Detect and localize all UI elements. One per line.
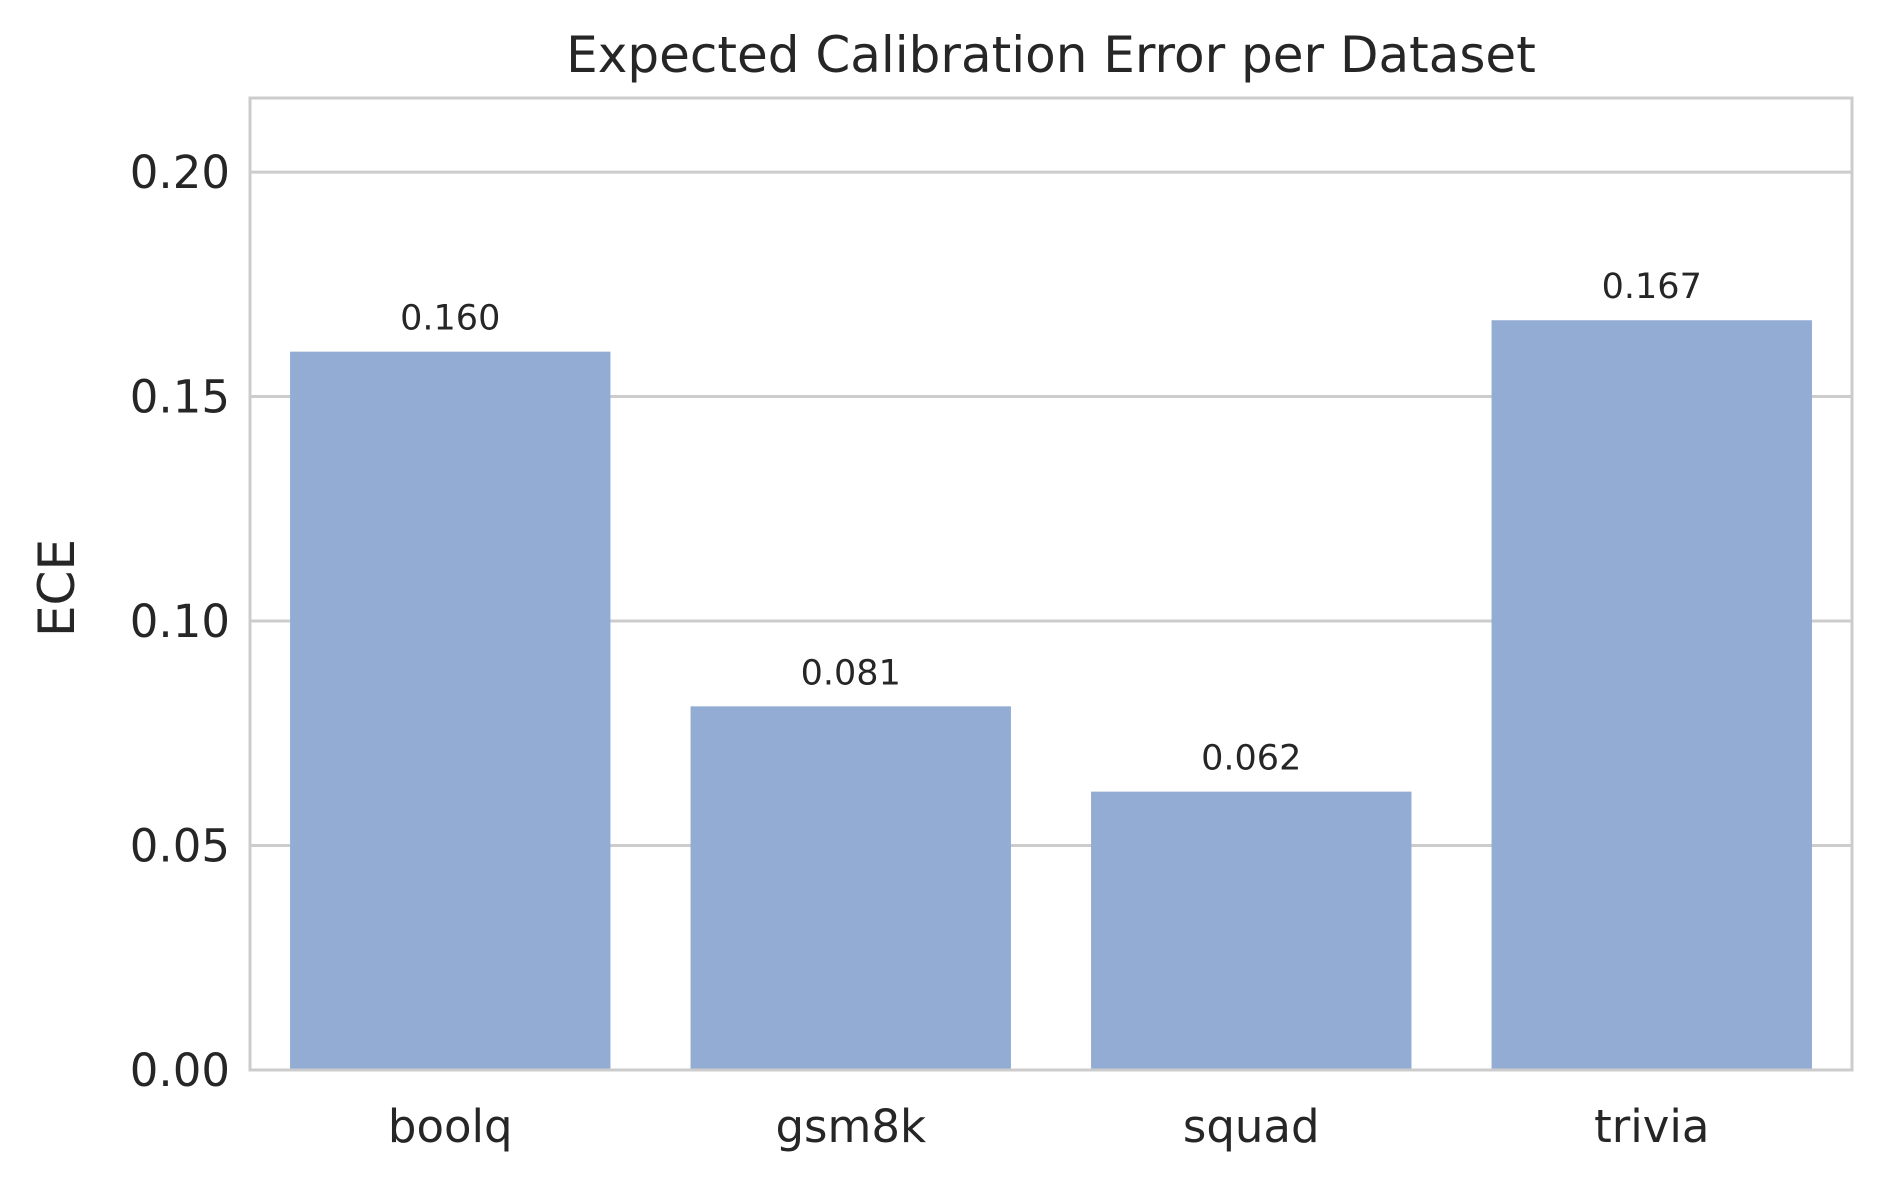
y-axis-ticks: 0.00 0.05 0.10 0.15 0.20 xyxy=(130,146,230,1097)
x-tick-label-trivia: trivia xyxy=(1594,1100,1709,1153)
data-labels: 0.160 0.081 0.062 0.167 xyxy=(400,267,1702,778)
y-tick-label: 0.20 xyxy=(130,146,230,199)
y-tick-label: 0.10 xyxy=(130,595,230,648)
bar-trivia xyxy=(1491,320,1812,1070)
bars xyxy=(290,320,1812,1070)
y-tick-label: 0.00 xyxy=(130,1044,230,1097)
data-label-boolq: 0.160 xyxy=(400,299,500,339)
y-axis-label: ECE xyxy=(28,539,86,637)
y-tick-label: 0.15 xyxy=(130,371,230,424)
x-tick-label-boolq: boolq xyxy=(388,1100,513,1153)
bar-gsm8k xyxy=(690,706,1011,1070)
chart-title: Expected Calibration Error per Dataset xyxy=(566,26,1536,84)
data-label-trivia: 0.167 xyxy=(1602,267,1702,307)
bar-boolq xyxy=(290,351,611,1070)
data-label-squad: 0.062 xyxy=(1201,739,1301,779)
bar-squad xyxy=(1091,791,1412,1070)
x-tick-label-gsm8k: gsm8k xyxy=(775,1100,926,1153)
x-tick-label-squad: squad xyxy=(1183,1100,1320,1153)
x-axis-ticks: boolq gsm8k squad trivia xyxy=(388,1100,1710,1153)
y-tick-label: 0.05 xyxy=(130,820,230,873)
data-label-gsm8k: 0.081 xyxy=(801,653,901,693)
plot-frame xyxy=(248,96,1854,1072)
